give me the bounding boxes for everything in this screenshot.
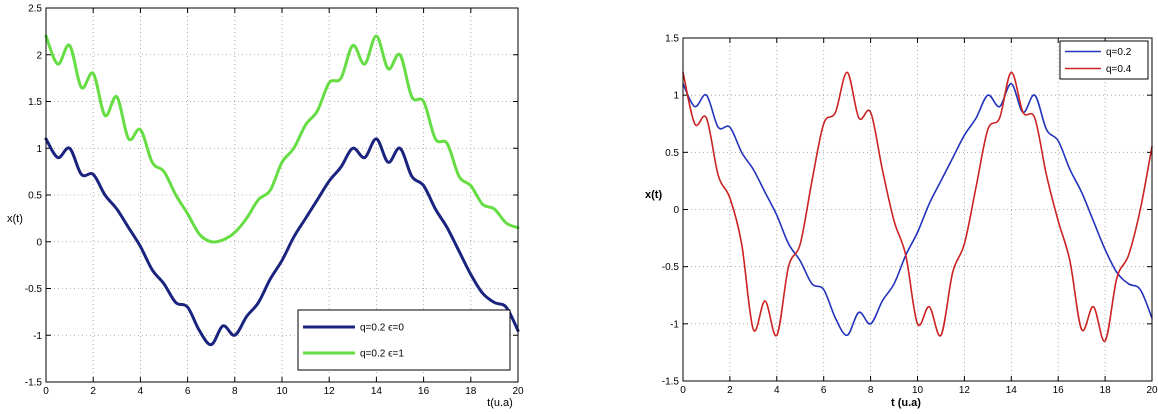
x-tick-label: 2: [90, 386, 96, 397]
legend-label-0: q=0.2: [1106, 47, 1132, 58]
legend-label-1: q=0.2 ϵ=1: [360, 349, 404, 360]
series-line-0: [44, 137, 520, 347]
y-tick-label: 0: [36, 237, 42, 248]
y-tick-label: -0.5: [25, 284, 43, 295]
y-tick-label: -1: [670, 319, 679, 330]
y-tick-label: -1.5: [25, 378, 43, 389]
legend-label-1: q=0.4: [1106, 64, 1132, 75]
y-tick-label: 1: [36, 144, 42, 155]
x-tick-label: 16: [1053, 385, 1065, 396]
y-tick-label: -1.5: [662, 377, 680, 388]
x-tick-label: 14: [1006, 385, 1018, 396]
plot-frame: [682, 37, 1153, 382]
y-axis-label: x(t): [7, 213, 23, 225]
legend-box: [297, 309, 511, 371]
x-tick-label: 0: [680, 385, 686, 396]
y-tick-label: 1.5: [665, 34, 679, 45]
x-tick-label: 20: [1146, 385, 1158, 396]
y-tick-label: 0: [673, 205, 679, 216]
x-tick-label: 20: [512, 386, 524, 397]
series-line-1: [682, 71, 1153, 342]
x-tick-label: 2: [727, 385, 733, 396]
x-tick-label: 6: [185, 386, 191, 397]
x-tick-label: 12: [324, 386, 336, 397]
y-tick-label: 2: [36, 50, 42, 61]
x-tick-label: 18: [465, 386, 477, 397]
x-tick-label: 16: [418, 386, 430, 397]
legend-box: [1059, 40, 1149, 80]
y-axis-label: x(t): [645, 189, 662, 201]
x-tick-label: 4: [138, 386, 144, 397]
x-tick-label: 8: [868, 385, 874, 396]
legend: q=0.2 q=0.4: [1059, 40, 1149, 80]
y-tick-label: -0.5: [662, 262, 680, 273]
y-tick-label: 0.5: [665, 148, 679, 159]
x-tick-label: 18: [1100, 385, 1112, 396]
x-tick-label: 14: [371, 386, 383, 397]
x-tick-label: 6: [821, 385, 827, 396]
right-chart: 0 2 4 6 8 10 12 14 16 18 20 -1.5 -1 -0.5 0 0.5 1 1.5 t (u.…: [645, 34, 1158, 410]
y-tick-label: 1.5: [28, 97, 42, 108]
y-tick-label: 0.5: [28, 191, 42, 202]
x-tick-label: 0: [43, 386, 49, 397]
x-tick-label: 10: [912, 385, 924, 396]
left-chart: 0 2 4 6 8 10 12 14 16 18 20 -1.5 -1 -0.5 0 0.5 1 1.5 2 2.5 t…: [7, 4, 524, 410]
x-tick-label: 10: [276, 386, 288, 397]
y-tick-label: 2.5: [28, 4, 42, 15]
y-tick-label: -1: [33, 331, 42, 342]
x-tick-label: 12: [959, 385, 971, 396]
series-line-1: [44, 34, 520, 244]
legend-label-0: q=0.2 ϵ=0: [360, 323, 404, 334]
x-tick-label: 8: [232, 386, 238, 397]
x-axis-label: t(u.a): [487, 397, 513, 409]
plot-frame: [45, 7, 519, 383]
x-axis-label: t (u.a): [891, 397, 921, 409]
x-tick-label: 4: [774, 385, 780, 396]
y-tick-label: 1: [673, 91, 679, 102]
legend: q=0.2 ϵ=0 q=0.2 ϵ=1: [297, 309, 511, 371]
series-line-0: [682, 82, 1153, 337]
